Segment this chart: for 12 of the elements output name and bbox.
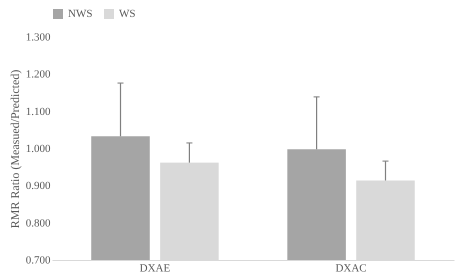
y-tick-label: 1.000 xyxy=(26,143,51,155)
y-tick-label: 0.900 xyxy=(26,180,51,192)
x-tick-label: DXAE xyxy=(140,262,170,274)
y-tick-label: 0.700 xyxy=(26,254,51,266)
y-tick-label: 0.800 xyxy=(26,217,51,230)
legend-label: WS xyxy=(119,8,136,20)
legend-label: NWS xyxy=(68,8,92,20)
x-tick-label: DXAC xyxy=(335,262,367,274)
y-tick-label: 1.100 xyxy=(26,106,51,118)
y-axis-title: RMR Ratio (Measued/Predicted) xyxy=(8,70,22,228)
y-tick-label: 1.300 xyxy=(26,32,51,44)
y-tick-label: 1.200 xyxy=(26,68,51,81)
